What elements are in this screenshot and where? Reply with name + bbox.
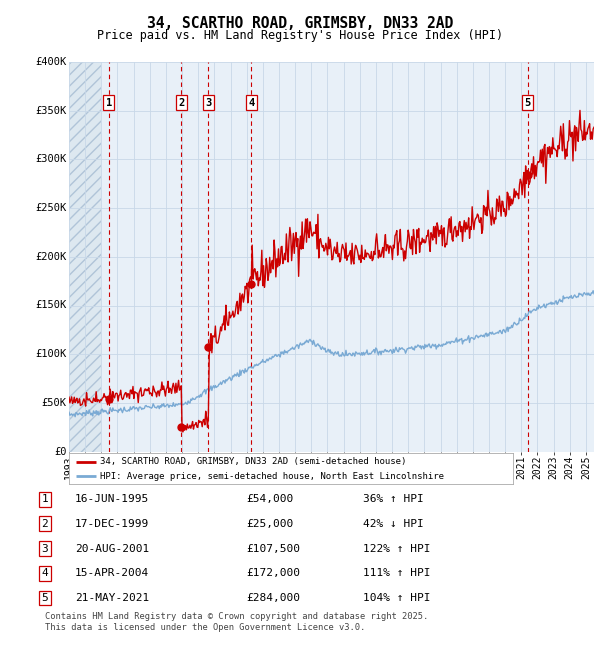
Text: £25,000: £25,000: [246, 519, 293, 529]
Text: £250K: £250K: [35, 203, 67, 213]
Text: 122% ↑ HPI: 122% ↑ HPI: [363, 543, 431, 554]
Text: 17-DEC-1999: 17-DEC-1999: [75, 519, 149, 529]
Text: 111% ↑ HPI: 111% ↑ HPI: [363, 568, 431, 578]
Text: 104% ↑ HPI: 104% ↑ HPI: [363, 593, 431, 603]
Text: 42% ↓ HPI: 42% ↓ HPI: [363, 519, 424, 529]
Text: 34, SCARTHO ROAD, GRIMSBY, DN33 2AD (semi-detached house): 34, SCARTHO ROAD, GRIMSBY, DN33 2AD (sem…: [100, 458, 406, 466]
Text: £54,000: £54,000: [246, 494, 293, 504]
Text: £0: £0: [54, 447, 67, 457]
Text: £100K: £100K: [35, 349, 67, 359]
Text: Price paid vs. HM Land Registry's House Price Index (HPI): Price paid vs. HM Land Registry's House …: [97, 29, 503, 42]
Text: 4: 4: [41, 568, 49, 578]
Text: £50K: £50K: [41, 398, 67, 408]
Text: £172,000: £172,000: [246, 568, 300, 578]
Text: 21-MAY-2021: 21-MAY-2021: [75, 593, 149, 603]
Text: 5: 5: [524, 98, 531, 108]
Text: 20-AUG-2001: 20-AUG-2001: [75, 543, 149, 554]
Text: £150K: £150K: [35, 300, 67, 311]
Text: 3: 3: [205, 98, 212, 108]
Text: 15-APR-2004: 15-APR-2004: [75, 568, 149, 578]
Text: 16-JUN-1995: 16-JUN-1995: [75, 494, 149, 504]
Text: £350K: £350K: [35, 105, 67, 116]
Text: £284,000: £284,000: [246, 593, 300, 603]
Text: 3: 3: [41, 543, 49, 554]
Text: £400K: £400K: [35, 57, 67, 67]
Text: £300K: £300K: [35, 154, 67, 164]
Text: 34, SCARTHO ROAD, GRIMSBY, DN33 2AD: 34, SCARTHO ROAD, GRIMSBY, DN33 2AD: [147, 16, 453, 31]
Text: 5: 5: [41, 593, 49, 603]
Text: 1: 1: [41, 494, 49, 504]
Text: 1: 1: [106, 98, 112, 108]
Text: 2: 2: [41, 519, 49, 529]
Text: 36% ↑ HPI: 36% ↑ HPI: [363, 494, 424, 504]
Text: Contains HM Land Registry data © Crown copyright and database right 2025.
This d: Contains HM Land Registry data © Crown c…: [45, 612, 428, 632]
Text: HPI: Average price, semi-detached house, North East Lincolnshire: HPI: Average price, semi-detached house,…: [100, 472, 444, 481]
Text: £200K: £200K: [35, 252, 67, 262]
Text: £107,500: £107,500: [246, 543, 300, 554]
Text: 2: 2: [178, 98, 185, 108]
Text: 4: 4: [248, 98, 254, 108]
Bar: [69, 62, 101, 452]
